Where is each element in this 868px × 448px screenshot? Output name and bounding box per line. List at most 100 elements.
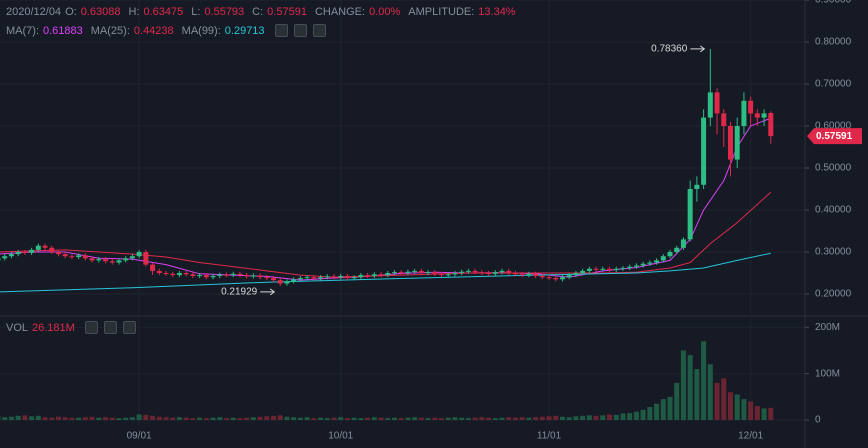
volume-bar (627, 413, 633, 420)
settings-button[interactable] (103, 321, 117, 334)
candle-body (492, 272, 498, 274)
candle-body (633, 265, 639, 267)
volume-bar (69, 417, 75, 420)
candle-body (35, 245, 41, 250)
candle-body (351, 277, 357, 279)
candle-body (89, 258, 95, 261)
volume-bar (533, 417, 539, 420)
settings-button[interactable] (293, 24, 307, 37)
candle-body (96, 259, 102, 261)
volume-bar (271, 415, 277, 420)
y-tick-label: 0 (815, 415, 821, 426)
volume-bar (687, 355, 693, 420)
volume-bar (237, 418, 243, 420)
vol-header: VOL 26.181M (6, 321, 136, 334)
candle-body (418, 270, 424, 273)
candle-body (123, 258, 129, 261)
volume-bar (559, 416, 565, 420)
y-tick-label: 100M (815, 368, 840, 379)
candle-body (566, 275, 572, 278)
candle-body (405, 271, 411, 273)
volume-bar (351, 417, 357, 420)
candle-body (600, 268, 606, 270)
candle-body (62, 254, 68, 257)
volume-bar (385, 418, 391, 420)
candle-body (465, 270, 471, 272)
volume-bar (190, 418, 196, 420)
candle-body (553, 278, 559, 280)
eye-button[interactable] (84, 321, 98, 334)
candle-body (190, 274, 196, 276)
volume-bar (425, 418, 431, 420)
candle-body (754, 113, 760, 118)
volume-bar (512, 417, 518, 420)
candle-body (129, 256, 135, 259)
annotation-arrowhead (269, 288, 276, 296)
header-label: O: (65, 6, 77, 18)
x-tick-label: 11/01 (537, 431, 562, 442)
header-value: 0.00% (369, 6, 401, 18)
ma-label: MA(99): (181, 24, 221, 37)
candle-body (277, 280, 283, 284)
candle-body (727, 126, 733, 160)
candle-body (76, 255, 82, 258)
volume-bar (197, 417, 203, 420)
volume-bar (660, 399, 666, 420)
candle-body (291, 279, 297, 282)
y-tick-label: 0.80000 (815, 37, 852, 48)
candle-body (264, 277, 270, 279)
volume-bar (707, 364, 713, 420)
volume-bar (311, 418, 317, 420)
volume-bar (76, 417, 82, 420)
eye-button[interactable] (274, 24, 288, 37)
candle-body (526, 273, 532, 276)
candle-body (203, 275, 209, 278)
volume-bar (35, 415, 41, 420)
candle-body (237, 273, 243, 276)
volume-bar (250, 417, 256, 420)
candle-body (331, 276, 337, 278)
volume-bar (244, 417, 250, 420)
close-button[interactable] (122, 321, 136, 334)
volume-bar (291, 417, 297, 420)
volume-bar (42, 417, 48, 420)
candle-body (687, 189, 693, 240)
candle-body (768, 113, 774, 137)
y-tick-label: 0.90000 (815, 0, 852, 6)
volume-bar (116, 418, 122, 420)
candle-body (29, 249, 35, 253)
volume-bar (257, 416, 263, 420)
volume-bar (176, 417, 182, 420)
volume-bar (277, 415, 283, 420)
volume-bar (721, 378, 727, 420)
candle-body (654, 260, 660, 263)
volume-bar (580, 415, 586, 420)
volume-bar (324, 418, 330, 420)
price-tag (807, 128, 862, 145)
candle-body (69, 256, 75, 258)
volume-bar (264, 416, 270, 420)
volume-bar (734, 394, 740, 420)
close-button[interactable] (312, 24, 326, 37)
candle-body (2, 256, 8, 259)
volume-bar (472, 417, 478, 420)
candle-body (620, 267, 626, 269)
candle-body (573, 273, 579, 276)
ma-label: MA(25): (90, 24, 130, 37)
volume-bar (727, 392, 733, 420)
date: 2020/12/04 (6, 6, 62, 18)
candle-body (183, 273, 189, 275)
candle-body (741, 100, 747, 126)
volume-bar (358, 418, 364, 420)
volume-bar (22, 415, 28, 420)
candle-body (338, 275, 344, 278)
volume-bar (143, 414, 149, 420)
candle-body (223, 274, 229, 276)
volume-bar (674, 382, 680, 420)
volume-bar (338, 417, 344, 420)
volume-bar (600, 415, 606, 420)
candle-body (512, 273, 518, 275)
candle-body (170, 273, 176, 276)
candle-body (607, 268, 613, 271)
candle-body (378, 274, 384, 276)
